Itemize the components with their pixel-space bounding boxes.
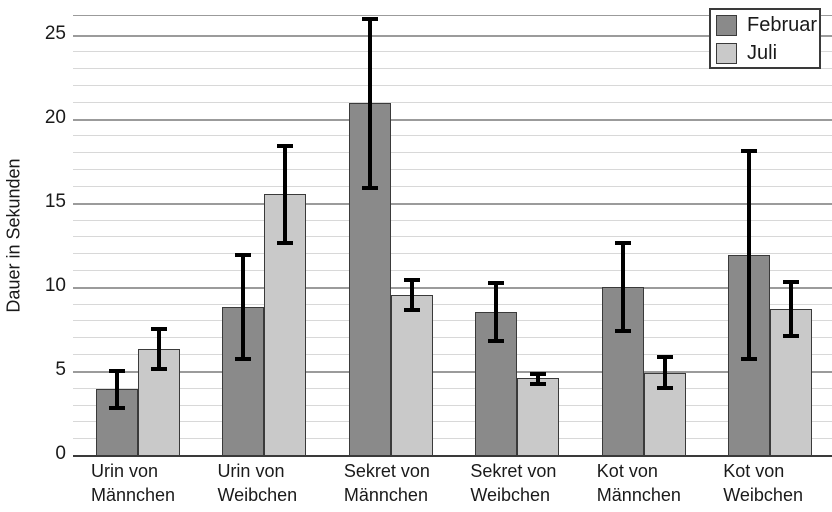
error-bar-cap <box>235 357 252 362</box>
gridline-minor <box>73 219 832 221</box>
error-bar-juli-2 <box>409 280 414 311</box>
legend: Februar Juli <box>709 8 821 69</box>
gridline-minor <box>73 421 832 423</box>
bar-februar-3 <box>475 312 518 455</box>
x-tick-label-2: Sekret von Männchen <box>344 459 474 507</box>
x-tick-label-line: Sekret von <box>343 461 430 481</box>
x-tick-label-0: Urin von Männchen <box>91 459 221 507</box>
error-bar-cap <box>530 382 547 387</box>
error-bar-cap <box>277 241 294 246</box>
error-bar-cap <box>403 308 420 313</box>
error-bar-februar-3 <box>494 283 499 341</box>
legend-label-juli: Juli <box>747 41 778 64</box>
error-bar-februar-4 <box>620 243 625 331</box>
error-bar-cap <box>741 357 758 362</box>
gridline-minor <box>73 354 832 356</box>
y-tick-label-15: 15 <box>44 190 66 212</box>
gridline-major <box>73 34 832 37</box>
error-bar-cap <box>151 367 167 372</box>
error-bar-cap <box>656 385 673 390</box>
y-axis-title: Dauer in Sekunden <box>3 158 24 313</box>
error-bar-cap <box>530 372 547 377</box>
x-tick-label-line: Kot von <box>596 461 658 481</box>
x-tick-label-line: Urin von <box>217 461 285 481</box>
error-bar-juli-0 <box>157 328 161 370</box>
gridline-minor <box>73 303 832 305</box>
x-tick-label-line: Männchen <box>343 485 428 505</box>
y-tick-label-25: 25 <box>44 22 66 44</box>
x-tick-label-line: Weibchen <box>723 485 803 505</box>
gridline-minor <box>73 320 832 322</box>
gridline-minor <box>73 51 832 53</box>
x-tick-label-5: Kot von Weibchen <box>723 459 832 507</box>
error-bar-cap <box>614 328 631 333</box>
gridline-minor <box>73 169 832 171</box>
plot-area <box>73 15 832 457</box>
gridline-minor <box>73 387 832 389</box>
x-tick-label-line: Weibchen <box>470 485 551 505</box>
error-bar-februar-2 <box>367 19 372 188</box>
y-tick-label-0: 0 <box>55 443 66 464</box>
error-bar-februar-1 <box>241 254 246 360</box>
x-tick-label-3: Sekret von Weibchen <box>470 459 600 507</box>
x-tick-label-line: Weibchen <box>217 485 298 505</box>
error-bar-cap <box>151 326 167 331</box>
legend-swatch-februar <box>716 14 737 36</box>
error-bar-cap <box>783 279 800 284</box>
error-bar-juli-3 <box>536 374 541 385</box>
error-bar-juli-1 <box>283 145 288 244</box>
legend-item-juli: Juli <box>716 40 819 66</box>
error-bar-februar-0 <box>115 370 119 408</box>
error-bar-cap <box>109 405 125 410</box>
gridline-minor <box>73 269 832 271</box>
gridline-major <box>73 202 832 205</box>
error-bar-juli-4 <box>662 357 667 388</box>
gridline-minor <box>73 101 832 103</box>
x-tick-label-4: Kot von Männchen <box>597 459 727 507</box>
x-tick-label-1: Urin von Weibchen <box>217 459 347 507</box>
gridline-minor <box>73 236 832 238</box>
error-bar-cap <box>361 185 378 190</box>
error-bar-cap <box>235 252 252 257</box>
bar-juli-1 <box>264 194 307 455</box>
gridline-minor <box>73 68 832 70</box>
error-bar-cap <box>403 278 420 283</box>
gridline-minor <box>73 404 832 406</box>
gridline-minor <box>73 253 832 255</box>
gridline-minor <box>73 135 832 137</box>
error-bar-cap <box>488 281 505 286</box>
gridline-minor <box>73 84 832 86</box>
gridline-major <box>73 118 832 121</box>
error-bar-cap <box>361 17 378 22</box>
legend-label-februar: Februar <box>747 13 818 36</box>
error-bar-cap <box>109 368 125 373</box>
gridline-minor <box>73 185 832 187</box>
error-bar-cap <box>277 143 294 148</box>
x-tick-label-line: Männchen <box>91 485 176 505</box>
gridline-minor <box>73 438 832 440</box>
legend-item-februar: Februar <box>716 12 819 38</box>
gridline-major <box>73 370 832 373</box>
y-tick-label-5: 5 <box>55 358 66 380</box>
gridline-minor <box>73 337 832 339</box>
error-bar-cap <box>783 333 800 338</box>
bar-juli-3 <box>517 377 560 455</box>
error-bar-februar-5 <box>747 150 752 360</box>
error-bar-cap <box>741 148 758 153</box>
x-tick-label-line: Urin von <box>91 461 159 481</box>
x-tick-label-line: Männchen <box>596 485 681 505</box>
bar-juli-2 <box>390 295 433 455</box>
y-tick-label-10: 10 <box>44 274 66 296</box>
x-tick-label-line: Sekret von <box>470 461 557 481</box>
gridline-major <box>73 286 832 289</box>
error-bar-cap <box>656 355 673 360</box>
error-bar-cap <box>488 338 505 343</box>
y-tick-label-20: 20 <box>44 106 66 128</box>
gridline-minor <box>73 152 832 154</box>
error-bar-juli-5 <box>789 281 794 336</box>
x-tick-label-line: Kot von <box>723 461 785 481</box>
legend-swatch-juli <box>716 42 737 64</box>
error-bar-cap <box>614 241 631 246</box>
